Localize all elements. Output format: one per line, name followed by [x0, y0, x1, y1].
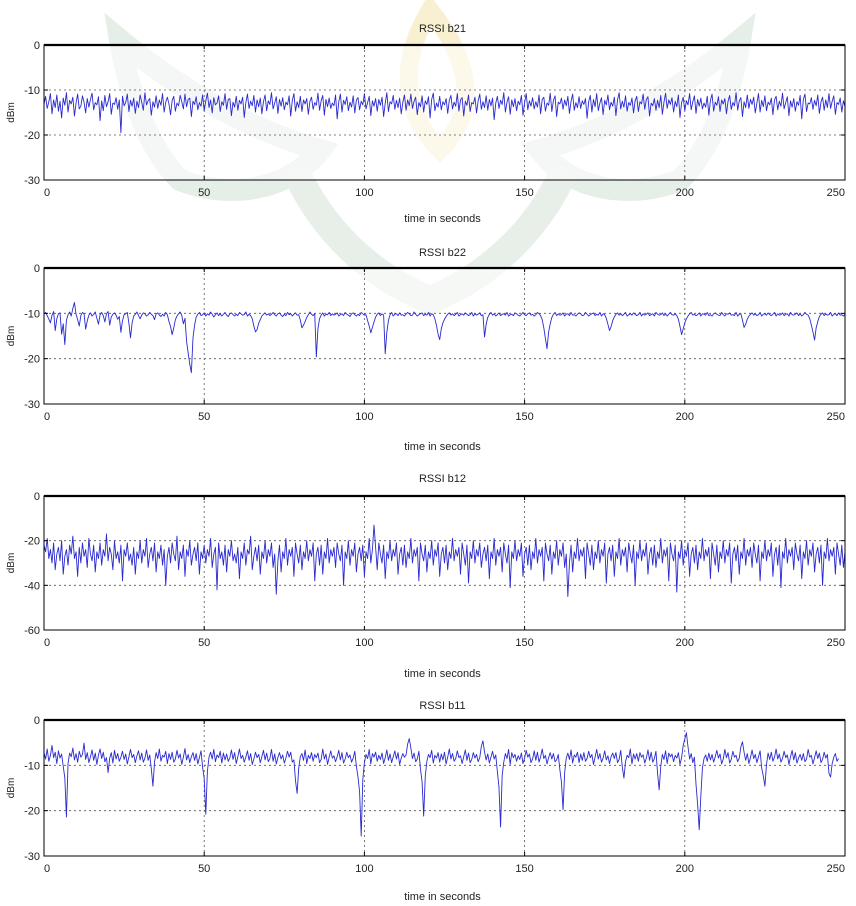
chart-panel-1: 0 50 100 150 200 250 0 -10 -20 -30 RSSI b21 time in…: [6, 23, 846, 225]
x-tick-label: 250: [827, 863, 845, 875]
x-tick-label: 200: [676, 637, 694, 649]
x-tick-label: 250: [827, 637, 845, 649]
x-tick-label: 250: [827, 187, 845, 199]
x-tick-label: 0: [44, 863, 50, 875]
chart-title: RSSI b11: [419, 700, 465, 712]
y-axis-label: dBm: [6, 553, 17, 574]
chart-title: RSSI b21: [419, 23, 466, 35]
y-tick-label: -20: [24, 354, 40, 366]
x-tick-label: 200: [676, 863, 694, 875]
x-tick-label: 100: [355, 863, 373, 875]
y-tick-label: -10: [24, 760, 40, 772]
y-tick-label: -60: [24, 625, 40, 637]
rssi-trace: [43, 732, 839, 837]
rssi-trace: [43, 524, 846, 597]
y-tick-label: -30: [24, 851, 40, 863]
x-tick-label: 0: [44, 637, 50, 649]
x-tick-label: 200: [676, 411, 694, 423]
rssi-trace: [43, 92, 846, 134]
x-tick-label: 50: [198, 187, 210, 199]
x-axis-label: time in seconds: [404, 891, 481, 903]
y-tick-label: -30: [24, 175, 40, 187]
y-axis-label: dBm: [6, 102, 17, 123]
chart-panel-2: 0 50 100 150 200 250 0 -10 -20 -30 RSSI b22 time in…: [6, 247, 846, 453]
y-tick-label: -40: [24, 580, 40, 592]
x-tick-label: 50: [198, 637, 210, 649]
x-tick-label: 200: [676, 187, 694, 199]
y-tick-label: -30: [24, 399, 40, 411]
y-axis-label: dBm: [6, 778, 17, 799]
y-tick-label: 0: [34, 263, 40, 275]
y-tick-label: -10: [24, 85, 40, 97]
x-tick-label: 50: [198, 411, 210, 423]
y-tick-label: -20: [24, 806, 40, 818]
plot-area: [44, 720, 845, 856]
x-axis-label: time in seconds: [404, 668, 481, 680]
x-tick-label: 150: [515, 187, 533, 199]
x-tick-label: 100: [355, 187, 373, 199]
x-tick-label: 0: [44, 187, 50, 199]
x-tick-label: 150: [515, 863, 533, 875]
y-tick-label: 0: [34, 40, 40, 52]
x-axis-label: time in seconds: [404, 441, 481, 453]
x-tick-label: 150: [515, 637, 533, 649]
chart-panel-4: 0 50 100 150 200 250 0 -10 -20 -30 RSSI b11 time in…: [6, 700, 846, 903]
chart-title: RSSI b12: [419, 473, 466, 485]
rssi-trace: [43, 302, 846, 374]
x-axis-label: time in seconds: [404, 213, 481, 225]
y-tick-label: -20: [24, 130, 40, 142]
x-tick-label: 250: [827, 411, 845, 423]
y-tick-label: -10: [24, 308, 40, 320]
chart-panel-3: 0 50 100 150 200 250 0 -20 -40 -60 RSSI b12 time in…: [6, 473, 846, 680]
x-tick-label: 50: [198, 863, 210, 875]
y-tick-label: 0: [34, 491, 40, 503]
y-tick-label: -20: [24, 536, 40, 548]
plot-area: [44, 45, 845, 180]
x-tick-label: 150: [515, 411, 533, 423]
y-axis-label: dBm: [6, 326, 17, 347]
chart-title: RSSI b22: [419, 247, 466, 259]
x-tick-label: 100: [355, 411, 373, 423]
plot-area: [44, 268, 845, 404]
y-tick-label: 0: [34, 715, 40, 727]
x-tick-label: 0: [44, 411, 50, 423]
x-tick-label: 100: [355, 637, 373, 649]
